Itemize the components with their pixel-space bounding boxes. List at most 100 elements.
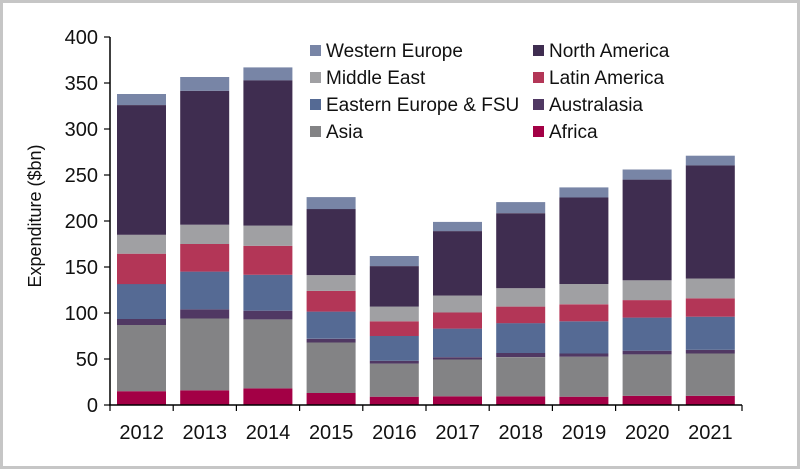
bar-segment-asia-2014 [243, 319, 293, 389]
legend-item-asia: Asia [310, 122, 363, 143]
bar-segment-eastern-europe-fsu-2012 [117, 284, 166, 319]
y-tick-label: 50 [76, 349, 98, 371]
bar-segment-middle-east-2020 [622, 280, 672, 301]
bar-segment-australasia-2019 [559, 353, 609, 357]
legend-item-middle-east: Middle East [310, 68, 426, 89]
bar-segment-eastern-europe-fsu-2017 [433, 328, 482, 358]
bar-segment-asia-2016 [369, 363, 419, 397]
bar-segment-north-america-2016 [369, 266, 419, 307]
bar-segment-asia-2020 [622, 354, 672, 396]
bar-segment-western-europe-2019 [559, 187, 609, 198]
bar-segment-australasia-2016 [369, 360, 419, 364]
bar-segment-middle-east-2014 [243, 225, 293, 246]
bar-segment-asia-2012 [117, 325, 166, 392]
bar-segment-middle-east-2016 [369, 306, 419, 322]
stacked-bar-chart: 0 50 100 150 200 250 300 350 400 2012 2013 2014 2015… [25, 27, 743, 444]
bar-segment-western-europe-2015 [306, 197, 356, 210]
bar-segment-middle-east-2018 [496, 288, 546, 307]
bar-segment-western-europe-2016 [369, 256, 419, 267]
bar-stack-2018 [496, 202, 546, 405]
bar-segment-latin-america-2017 [433, 312, 482, 329]
legend-swatch [310, 99, 321, 110]
x-tick-label: 2017 [435, 422, 480, 444]
bar-segment-africa-2018 [496, 396, 546, 405]
bar-segment-middle-east-2013 [180, 224, 230, 244]
legend-swatch [310, 45, 321, 56]
bar-segment-asia-2013 [180, 318, 230, 391]
bar-segment-africa-2014 [243, 388, 293, 405]
legend-label: Latin America [549, 68, 665, 89]
bar-segment-western-europe-2013 [180, 77, 230, 91]
x-tick-label: 2020 [625, 422, 670, 444]
bar-segment-north-america-2019 [559, 197, 609, 284]
bar-segment-north-america-2014 [243, 80, 293, 226]
bar-segment-latin-america-2016 [369, 321, 419, 336]
chart-frame: 0 50 100 150 200 250 300 350 400 2012 2013 2014 2015… [3, 3, 797, 466]
bar-stack-2016 [369, 256, 419, 405]
bar-segment-asia-2021 [685, 353, 735, 396]
bar-segment-australasia-2013 [180, 309, 230, 319]
bar-segment-western-europe-2012 [117, 94, 166, 105]
bar-segment-asia-2017 [433, 359, 482, 397]
x-tick-label: 2014 [246, 422, 291, 444]
bar-segment-australasia-2020 [622, 350, 672, 355]
legend-item-western-europe: Western Europe [310, 41, 463, 62]
legend-label: Eastern Europe & FSU [326, 95, 519, 116]
legend-swatch [310, 126, 321, 137]
bar-segment-africa-2015 [306, 393, 356, 405]
bar-segment-middle-east-2019 [559, 284, 609, 305]
legend-item-australasia: Australasia [533, 95, 643, 116]
bar-segment-eastern-europe-fsu-2021 [685, 316, 735, 350]
y-tick-label: 200 [65, 211, 98, 233]
bar-segment-africa-2019 [559, 396, 609, 405]
legend-item-eastern-europe-fsu: Eastern Europe & FSU [310, 95, 519, 116]
x-tick-label: 2021 [688, 422, 733, 444]
bar-segment-australasia-2021 [685, 349, 735, 354]
legend-swatch [533, 72, 544, 83]
bar-segment-asia-2019 [559, 356, 609, 397]
legend-label: Australasia [549, 95, 643, 116]
bar-segment-north-america-2012 [117, 105, 166, 235]
bar-stack-2012 [117, 94, 166, 405]
bar-segment-western-europe-2014 [243, 67, 293, 81]
bar-segment-africa-2016 [369, 396, 419, 405]
legend-label: Asia [326, 122, 363, 143]
bar-segment-north-america-2015 [306, 209, 356, 276]
bar-segment-asia-2018 [496, 357, 546, 397]
bar-stack-2019 [559, 187, 609, 405]
legend-item-north-america: North America [533, 41, 670, 62]
bar-segment-middle-east-2021 [685, 278, 735, 299]
bar-segment-latin-america-2014 [243, 245, 293, 275]
legend-label: Western Europe [326, 41, 463, 62]
bar-segment-north-america-2013 [180, 90, 230, 225]
y-tick-label: 350 [65, 73, 98, 95]
bar-segment-middle-east-2017 [433, 295, 482, 313]
bar-stack-2017 [433, 221, 482, 405]
legend-swatch [310, 72, 321, 83]
bar-segment-australasia-2015 [306, 338, 356, 343]
x-tick-label: 2013 [183, 422, 228, 444]
bar-segment-eastern-europe-fsu-2014 [243, 274, 293, 311]
legend: Western Europe North America Middle East La… [310, 41, 670, 143]
bar-stack-2020 [622, 169, 672, 405]
bar-segment-asia-2015 [306, 342, 356, 393]
bar-segment-africa-2021 [685, 395, 735, 405]
bar-segment-western-europe-2018 [496, 202, 546, 214]
bar-stack-2013 [180, 77, 230, 405]
legend-swatch [533, 45, 544, 56]
x-tick-label: 2015 [309, 422, 354, 444]
bar-segment-australasia-2012 [117, 319, 166, 325]
bar-segment-north-america-2018 [496, 213, 546, 289]
bar-segment-latin-america-2012 [117, 253, 166, 285]
legend-label: Africa [549, 122, 598, 143]
bar-segment-latin-america-2019 [559, 304, 609, 322]
bar-segment-eastern-europe-fsu-2020 [622, 317, 672, 351]
bar-segment-north-america-2021 [685, 165, 735, 279]
bar-segment-latin-america-2015 [306, 290, 356, 312]
y-tick-label: 250 [65, 165, 98, 187]
bar-segment-middle-east-2012 [117, 234, 166, 254]
bar-segment-western-europe-2017 [433, 221, 482, 232]
y-tick-label: 100 [65, 303, 98, 325]
x-tick-label: 2012 [119, 422, 164, 444]
legend-swatch [533, 99, 544, 110]
